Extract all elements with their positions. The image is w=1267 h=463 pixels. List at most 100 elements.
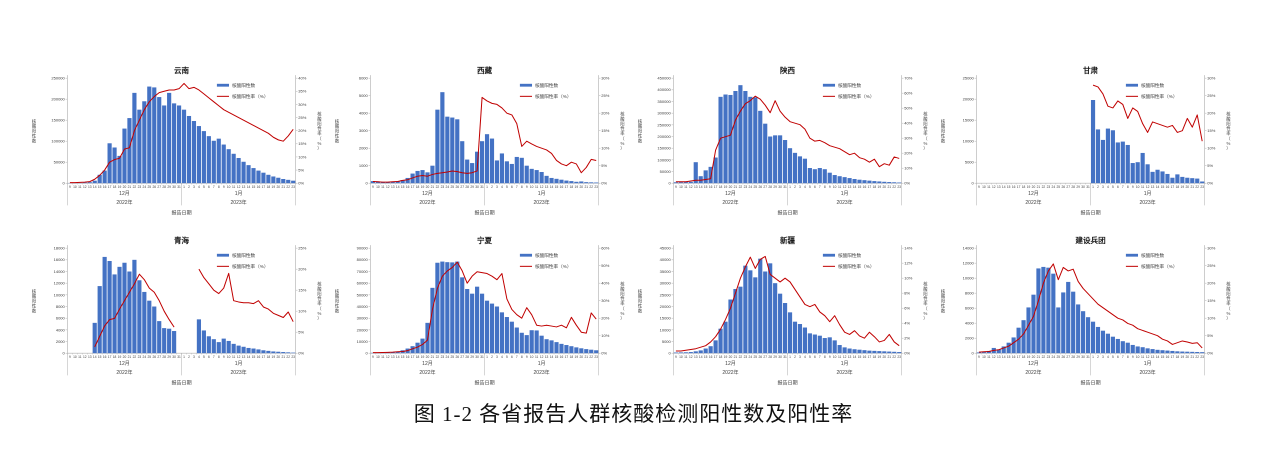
x-day-label: 16 [863,185,867,189]
y-left-tick-label: 0 [972,350,975,355]
y-left-tick-label: 50000 [54,160,66,165]
y-right-tick-label: 40% [601,280,609,285]
x-day-label: 19 [421,355,425,359]
y-right-tick-label: 60% [904,91,912,96]
x-day-label: 11 [381,185,385,189]
y-right-axis-label: 核酸阳性率（%） [620,280,625,320]
x-day-label: 14 [853,355,857,359]
x-day-label: 11 [987,185,991,189]
y-right-tick-label: 10% [904,166,912,171]
y-left-tick-label: 12000 [963,260,975,265]
x-day-label: 12 [1146,355,1150,359]
x-year-label: 2022年 [1025,368,1041,375]
y-left-axis-label: 核酸阳性数 [941,287,946,313]
x-day-label: 15 [1161,185,1165,189]
y-right-axis-label: 核酸阳性率（%） [1226,280,1231,320]
x-day-label: 12 [689,185,693,189]
x-day-label: 17 [262,185,266,189]
x-day-label: 14 [1002,185,1006,189]
x-axis-title: 报告日期 [474,379,494,386]
x-year-label: 2023年 [1139,199,1155,206]
x-day-label: 5 [506,355,508,359]
x-day-labels: 9 10 11 12 13 14 15 16 17 18 19 20 21 22 23 24 25 26 27 28 2… [372,185,598,189]
y-right-tick-label: 15% [1207,298,1215,303]
x-day-label: 22 [436,355,440,359]
x-day-label: 26 [758,185,762,189]
x-day-label: 28 [162,185,166,189]
x-day-label: 13 [694,185,698,189]
x-day-label: 10 [227,185,231,189]
x-month-label: 12月 [1028,191,1039,197]
chart-shaanxi: 陕西 0 50000 100000 150000 200000 250000 300000 35… [631,62,934,222]
x-day-label: 12 [83,355,87,359]
x-day-label: 29 [773,185,777,189]
x-year-label: 2022年 [419,368,435,375]
y-right-tick-label: 30% [1207,245,1215,250]
y-left-tick-label: 20000 [963,97,975,102]
x-year-label: 2023年 [836,368,852,375]
x-day-label: 31 [1086,355,1090,359]
y-left-tick-label: 40000 [357,304,369,309]
x-day-label: 20 [1186,355,1190,359]
x-day-label: 14 [550,355,554,359]
x-day-label: 14 [247,355,251,359]
y-left-tick-label: 6000 [56,315,66,320]
x-day-label: 7 [1122,185,1124,189]
x-day-label: 10 [376,355,380,359]
x-day-label: 25 [1056,185,1060,189]
x-day-label: 12 [992,355,996,359]
x-day-label: 16 [863,355,867,359]
x-day-label: 14 [853,185,857,189]
x-day-label: 15 [1007,185,1011,189]
x-day-label: 18 [1022,355,1026,359]
x-day-label: 6 [511,185,513,189]
x-day-label: 28 [1071,185,1075,189]
x-day-label: 22 [286,185,290,189]
legend-line-label: 核酸阳性率（%） [232,93,269,100]
x-day-label: 10 [982,355,986,359]
x-month-label: 1月 [235,360,243,366]
x-axis-title: 报告日期 [171,379,191,386]
y-left-tick-label: 80000 [357,257,369,262]
y-right-tick-label: 4% [904,320,910,325]
x-day-label: 19 [878,185,882,189]
x-day-label: 13 [88,185,92,189]
x-day-label: 17 [714,355,718,359]
x-day-label: 14 [699,355,703,359]
x-day-label: 21 [734,355,738,359]
x-day-label: 10 [376,185,380,189]
x-day-labels: 9 10 11 12 13 14 15 16 17 18 19 20 21 22 23 24 25 26 27 28 2… [675,355,901,359]
chart-title: 新疆 [780,235,796,245]
legend-line-label: 核酸阳性率（%） [535,93,572,100]
x-day-label: 11 [78,355,82,359]
x-day-label: 18 [719,185,723,189]
x-day-label: 11 [535,185,539,189]
x-day-label: 3 [193,355,195,359]
x-axis-title: 报告日期 [777,210,797,217]
x-day-label: 16 [560,185,564,189]
x-day-label: 18 [1022,185,1026,189]
y-left-tick-label: 70000 [357,268,369,273]
x-day-label: 12 [689,355,693,359]
x-day-label: 20 [580,355,584,359]
y-right-tick-label: 5% [298,167,304,172]
y-left-tick-label: 16000 [54,257,66,262]
x-day-label: 30 [778,185,782,189]
x-year-label: 2022年 [116,368,132,375]
x-month-label: 12月 [119,191,130,197]
x-day-labels: 9 10 11 12 13 14 15 16 17 18 19 20 21 22 23 24 25 26 27 28 2… [675,185,901,189]
x-day-label: 23 [138,185,142,189]
x-day-label: 19 [1181,185,1185,189]
x-year-label: 2023年 [230,199,246,206]
y-right-tick-label: 25% [298,245,306,250]
x-day-label: 29 [1076,185,1080,189]
x-day-label: 21 [734,185,738,189]
x-day-label: 24 [1052,355,1056,359]
legend-line-label: 核酸阳性率（%） [838,93,875,100]
x-day-label: 2 [1097,355,1099,359]
x-axis-title: 报告日期 [1080,210,1100,217]
x-day-label: 29 [470,355,474,359]
x-day-label: 22 [739,185,743,189]
x-day-label: 11 [232,185,236,189]
